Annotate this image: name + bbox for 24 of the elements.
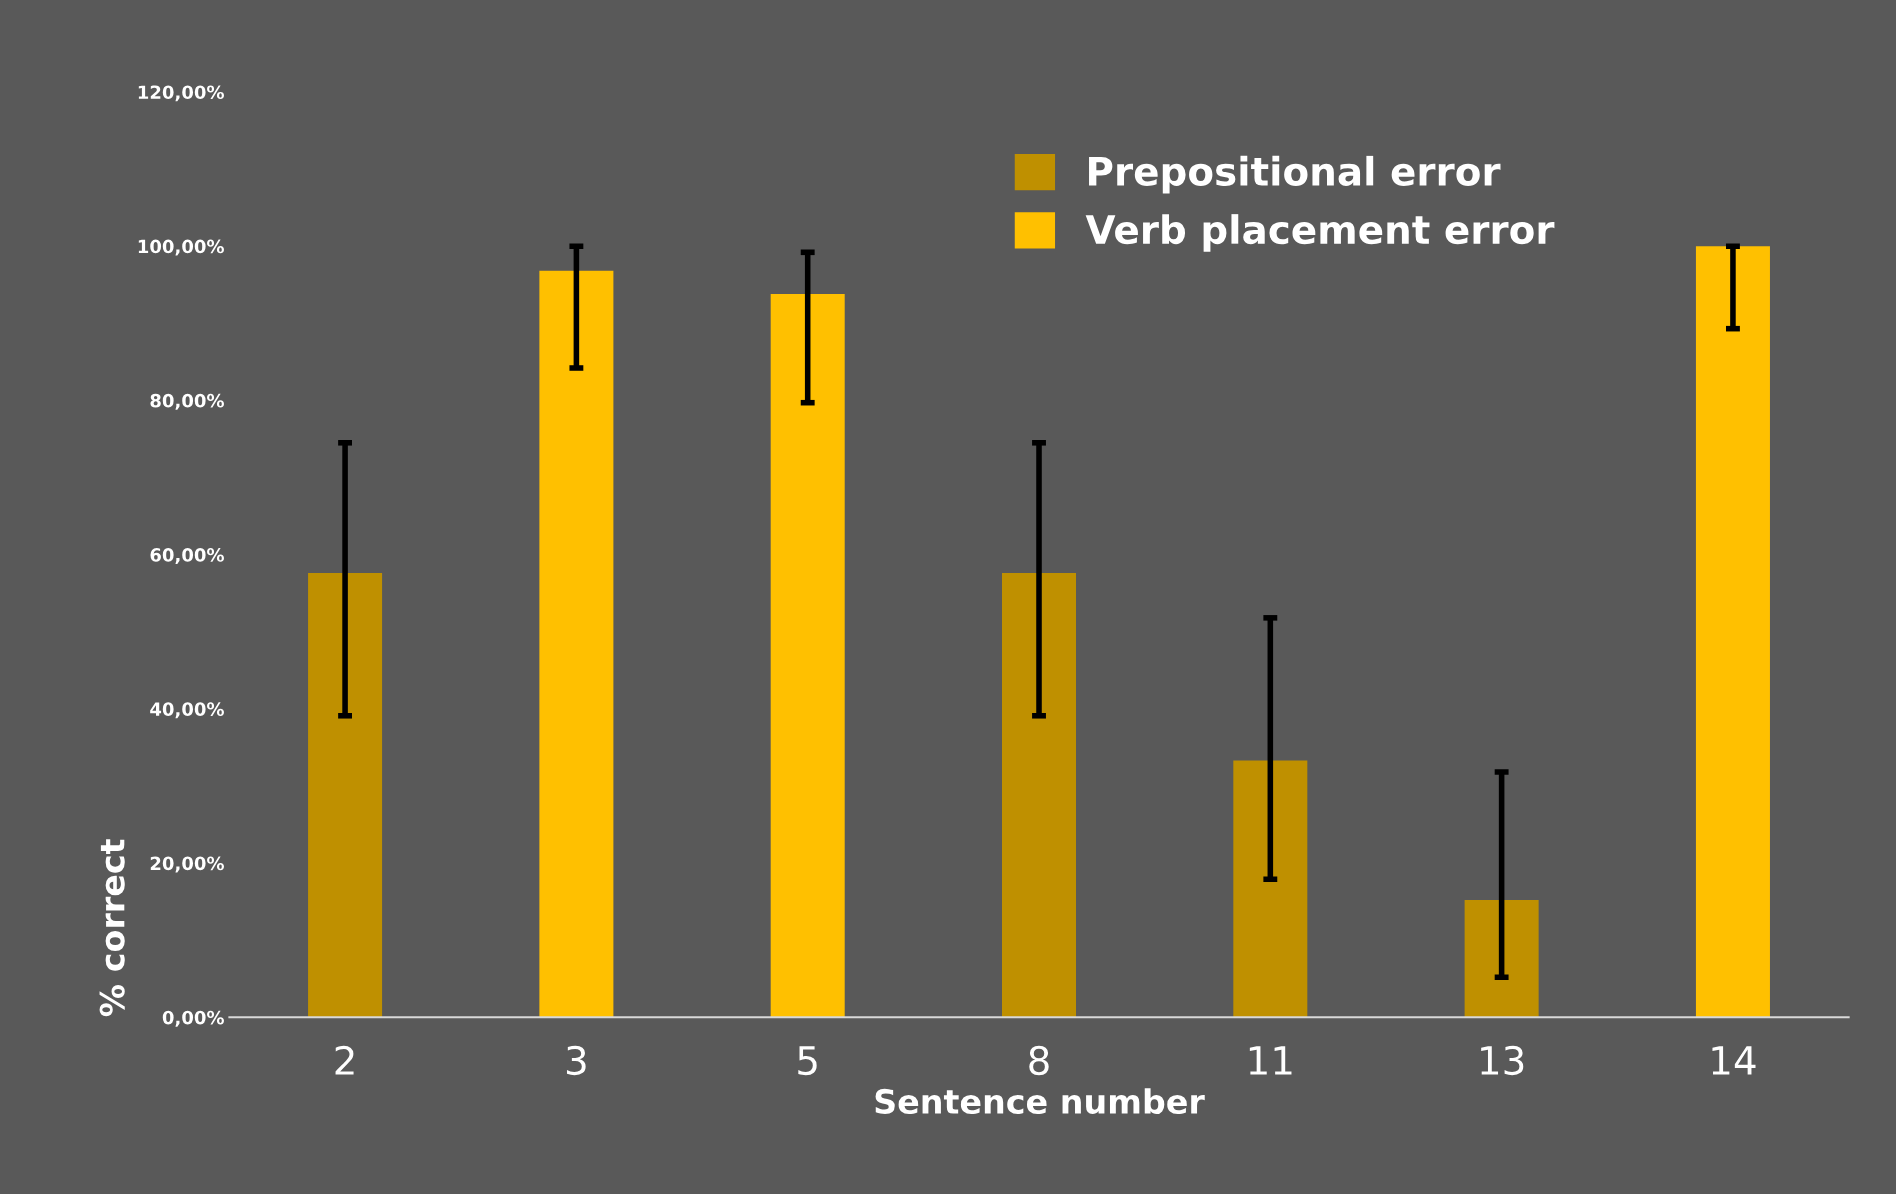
y-axis-title: % correct xyxy=(99,839,125,1017)
y-tick-label: 120,00% xyxy=(138,85,224,102)
legend-label: Prepositional error xyxy=(1089,155,1501,194)
x-tick-label: 8 xyxy=(1029,1045,1049,1076)
x-tick-label: 5 xyxy=(798,1046,817,1076)
x-tick-label: 11 xyxy=(1249,1046,1292,1075)
x-tick-label: 3 xyxy=(566,1045,586,1076)
bar xyxy=(308,573,383,1018)
bar xyxy=(1002,573,1077,1018)
x-axis-title: Sentence number xyxy=(875,1088,1205,1115)
bar xyxy=(770,293,845,1018)
y-tick-label: 80,00% xyxy=(150,393,224,410)
x-tick-label: 2 xyxy=(335,1045,354,1075)
x-tick-label: 13 xyxy=(1481,1045,1524,1076)
y-tick-label: 20,00% xyxy=(150,856,224,873)
y-tick-label: 40,00% xyxy=(150,702,224,719)
bar xyxy=(1695,246,1770,1018)
x-tick-label: 14 xyxy=(1712,1046,1756,1075)
bar xyxy=(539,270,614,1018)
legend-label: Verb placement error xyxy=(1085,214,1555,252)
y-tick-label: 100,00% xyxy=(138,239,224,256)
y-tick-label: 60,00% xyxy=(150,548,224,565)
y-tick-label: 0,00% xyxy=(162,1010,224,1027)
bar xyxy=(1233,760,1308,1018)
